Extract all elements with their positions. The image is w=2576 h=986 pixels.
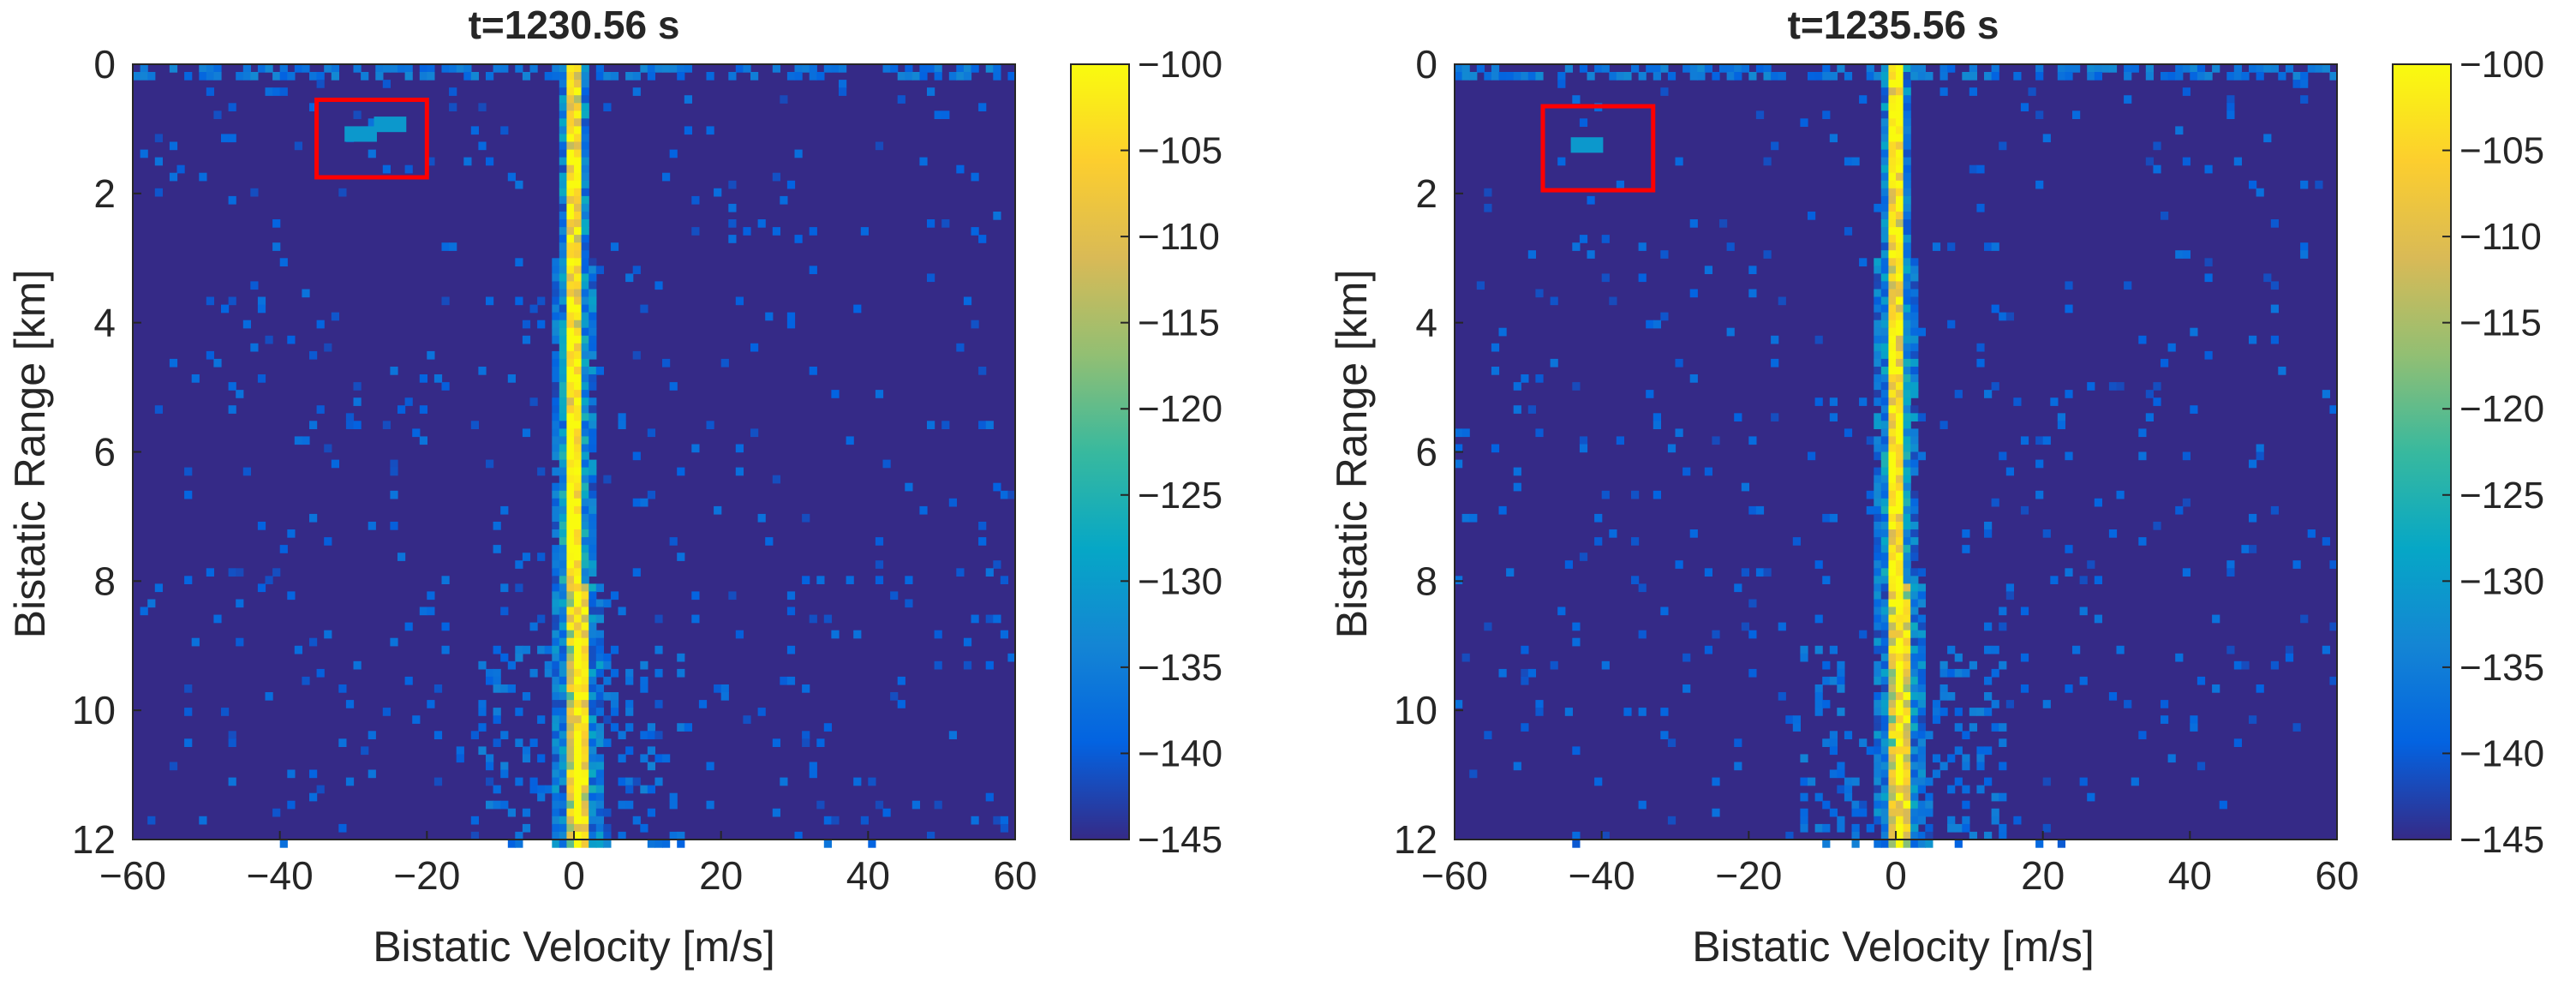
colorbar-tick-labels: −100 −105 −110 −115 −120 −125 −130 −135 −140 −145: [1121, 44, 1222, 861]
colorbar-tick-label: −105: [2459, 130, 2544, 172]
colorbar-tick-label: −140: [2459, 732, 2544, 774]
y-tick-label: 12: [72, 817, 116, 862]
colorbar-tick-label: −130: [1138, 560, 1222, 602]
x-axis-label: Bistatic Velocity [m/s]: [1692, 923, 2095, 971]
heatmap: [1455, 64, 2338, 848]
chart-title: t=1230.56 s: [469, 3, 680, 47]
x-tick-label: 40: [2168, 853, 2212, 898]
y-tick-label: 4: [93, 301, 116, 345]
y-tick-labels: 0 2 4 6 8 10 12: [1394, 42, 1463, 862]
colorbar: [2392, 63, 2452, 840]
y-tick-label: 6: [1415, 430, 1437, 475]
x-axis-label: Bistatic Velocity [m/s]: [373, 923, 775, 971]
y-tick-label: 10: [1394, 688, 1437, 732]
colorbar: [1070, 63, 1130, 840]
colorbar-tick-label: −125: [1138, 475, 1222, 517]
y-axis-label: Bistatic Range [km]: [1328, 270, 1376, 639]
y-tick-label: 0: [1415, 42, 1437, 87]
y-tick-label: 8: [93, 559, 116, 603]
colorbar-tick-label: −115: [1138, 302, 1220, 344]
colorbar-tick-label: −125: [2459, 475, 2544, 517]
x-tick-label: 20: [2021, 853, 2065, 898]
target-echo: [344, 126, 377, 142]
colorbar-tick-label: −100: [1138, 44, 1222, 86]
y-tick-label: 8: [1415, 559, 1437, 603]
x-tick-label: 60: [993, 853, 1037, 898]
x-tick-label: −20: [1715, 853, 1782, 898]
y-tick-label: 4: [1415, 301, 1437, 345]
target-echo: [374, 117, 407, 133]
x-tick-labels: −60 −40 −20 0 20 40 60: [1421, 831, 2359, 898]
range-doppler-panel-2: t=1235.56 s −60 −40 −20 0 20 40 60 0 2 4 6 8 10 12 B…: [1328, 3, 2544, 971]
x-tick-label: 0: [563, 853, 585, 898]
y-tick-label: 0: [93, 42, 116, 87]
y-tick-label: 12: [1394, 817, 1437, 862]
colorbar-tick-label: −145: [1138, 819, 1222, 861]
y-tick-label: 10: [72, 688, 116, 732]
colorbar-tick-label: −120: [2459, 388, 2544, 430]
y-tick-label: 6: [93, 430, 116, 475]
x-tick-label: 20: [699, 853, 743, 898]
x-tick-label: −40: [1569, 853, 1635, 898]
y-tick-label: 2: [93, 171, 116, 216]
chart-title: t=1235.56 s: [1788, 3, 1999, 47]
x-tick-label: 0: [1885, 853, 1907, 898]
colorbar-tick-label: −110: [1138, 216, 1220, 258]
colorbar-tick-label: −120: [1138, 388, 1222, 430]
x-tick-label: 40: [846, 853, 890, 898]
heatmap-cells: [1455, 64, 2338, 848]
colorbar-tick-label: −130: [2459, 560, 2544, 602]
y-tick-label: 2: [1415, 171, 1437, 216]
range-doppler-panel-1: t=1230.56 s −60 −40 −20 0 20 40 60 0 2 4 6 8 10 12 B…: [6, 3, 1222, 971]
heatmap: [133, 64, 1016, 848]
target-echo: [1570, 137, 1604, 153]
colorbar-tick-label: −110: [2459, 216, 2542, 258]
colorbar-tick-label: −105: [1138, 130, 1222, 172]
y-axis-label: Bistatic Range [km]: [6, 270, 54, 639]
x-tick-label: −60: [99, 853, 166, 898]
colorbar-tick-labels: −100 −105 −110 −115 −120 −125 −130 −135 −140 −145: [2442, 44, 2544, 861]
x-tick-label: −60: [1421, 853, 1488, 898]
colorbar-tick-label: −145: [2459, 819, 2544, 861]
colorbar-tick-label: −135: [2459, 647, 2544, 689]
colorbar-tick-label: −100: [2459, 44, 2544, 86]
target-highlight-box: [1540, 104, 1656, 193]
x-tick-label: 60: [2315, 853, 2358, 898]
heatmap-cells: [133, 64, 1016, 848]
colorbar-tick-label: −115: [2459, 302, 2542, 344]
x-tick-label: −20: [393, 853, 460, 898]
x-tick-labels: −60 −40 −20 0 20 40 60: [99, 831, 1037, 898]
y-tick-labels: 0 2 4 6 8 10 12: [72, 42, 141, 862]
colorbar-tick-label: −140: [1138, 732, 1222, 774]
target-highlight-box: [314, 97, 429, 180]
colorbar-tick-label: −135: [1138, 647, 1222, 689]
x-tick-label: −40: [247, 853, 314, 898]
